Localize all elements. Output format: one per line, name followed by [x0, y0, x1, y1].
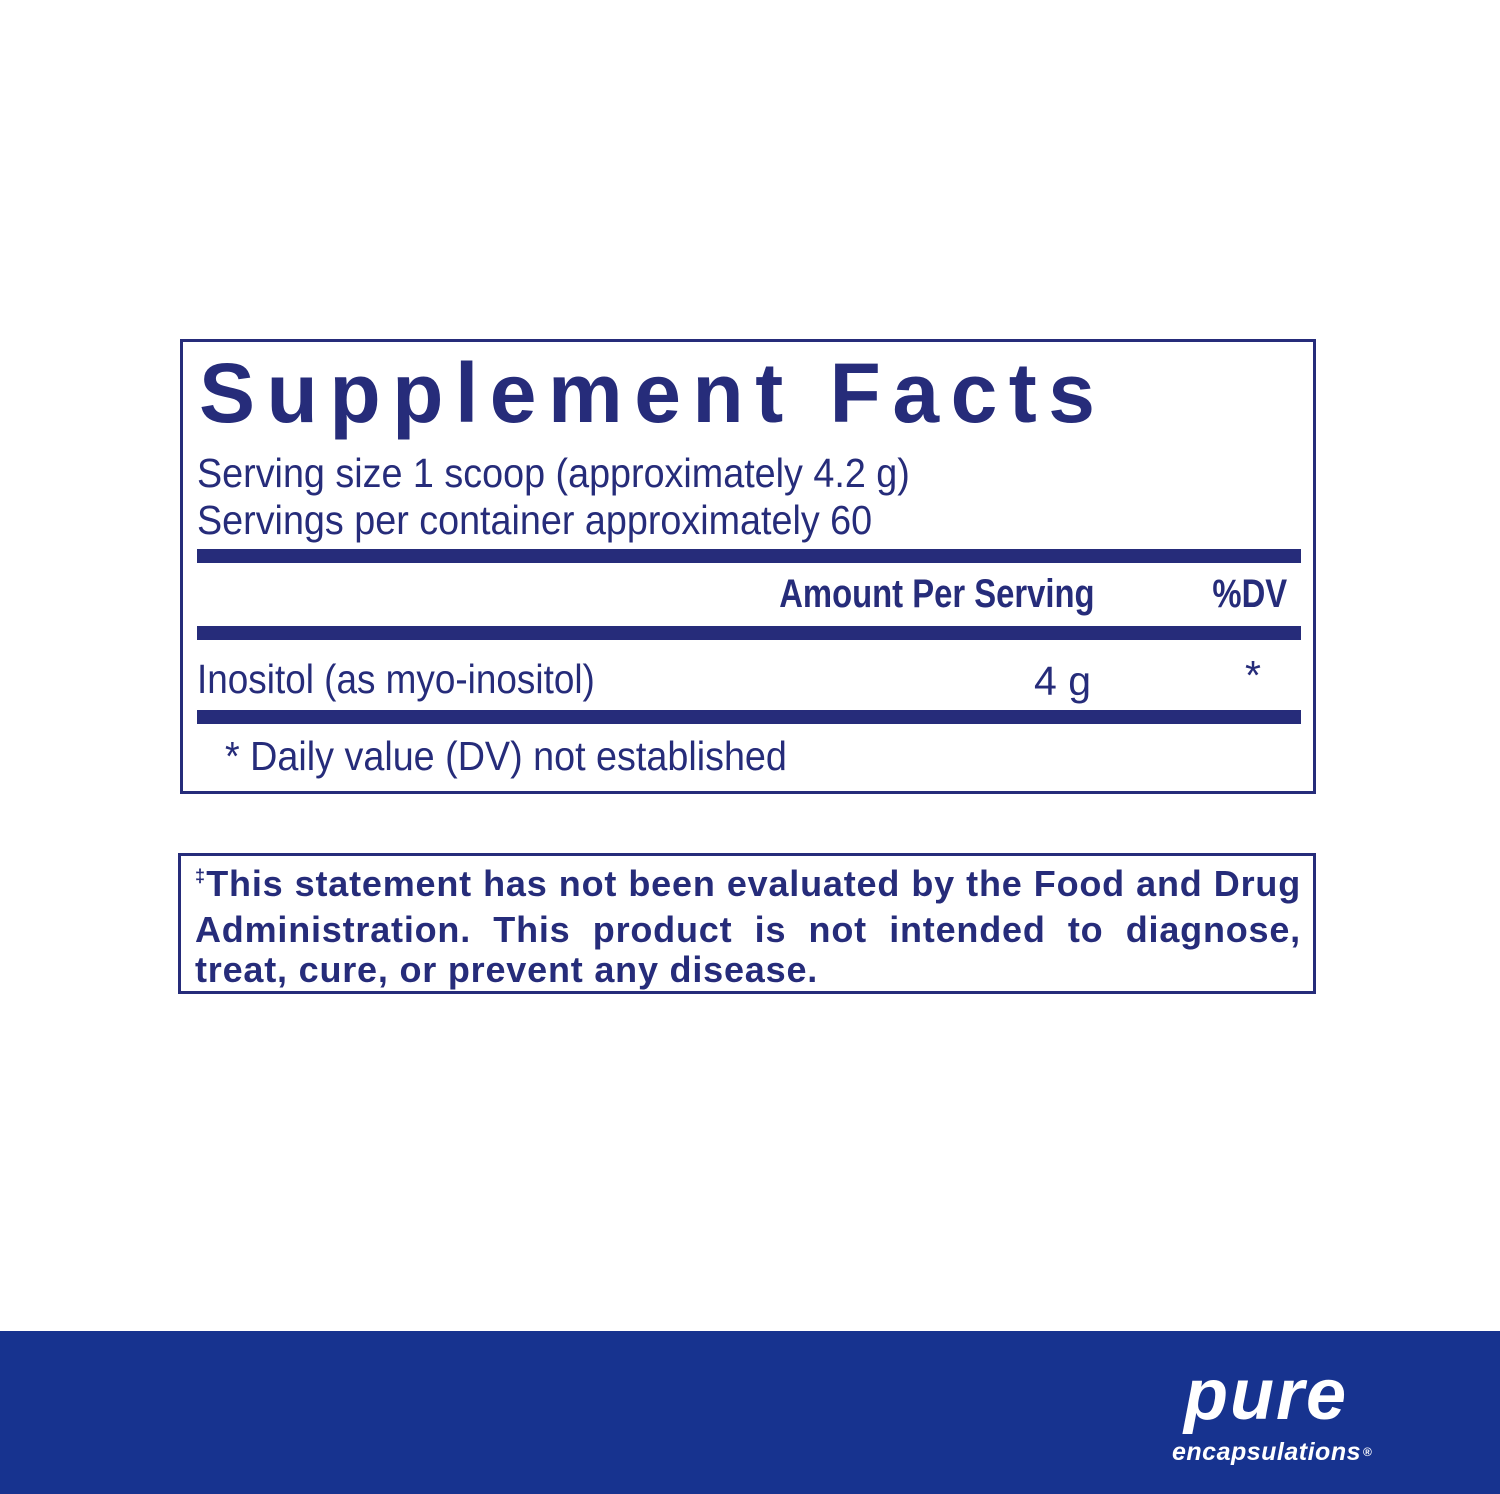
- brand-logo: pure encapsulations ®: [1172, 1353, 1432, 1471]
- ingredient-name: Inositol (as myo-inositol): [197, 656, 595, 702]
- header-amount-per-serving: Amount Per Serving: [779, 572, 1095, 616]
- servings-per-container: Servings per container approximately 60: [197, 497, 873, 543]
- disclaimer-text: This statement has not been evaluated by…: [195, 863, 1301, 990]
- footnote: * Daily value (DV) not established: [225, 733, 787, 779]
- divider-bar: [197, 626, 1301, 640]
- supplement-facts-panel: Supplement Facts Serving size 1 scoop (a…: [180, 339, 1316, 794]
- disclaimer-paragraph: ‡This statement has not been evaluated b…: [195, 864, 1301, 990]
- panel-title: Supplement Facts: [199, 346, 1107, 440]
- disclaimer-mark: ‡: [195, 866, 207, 886]
- divider-bar: [197, 549, 1301, 563]
- logo-pure: pure: [1184, 1355, 1349, 1435]
- ingredient-dv: *: [1245, 652, 1261, 698]
- ingredient-amount: 4 g: [1034, 658, 1091, 704]
- registered-mark: ®: [1363, 1445, 1372, 1459]
- divider-bar: [197, 710, 1301, 724]
- header-dv: %DV: [1212, 572, 1287, 616]
- brand-footer: pure encapsulations ®: [0, 1331, 1500, 1494]
- serving-size: Serving size 1 scoop (approximately 4.2 …: [197, 450, 910, 496]
- fda-disclaimer: ‡This statement has not been evaluated b…: [178, 853, 1316, 994]
- logo-encapsulations: encapsulations: [1172, 1438, 1361, 1466]
- logo-second-line: encapsulations ®: [1172, 1437, 1432, 1471]
